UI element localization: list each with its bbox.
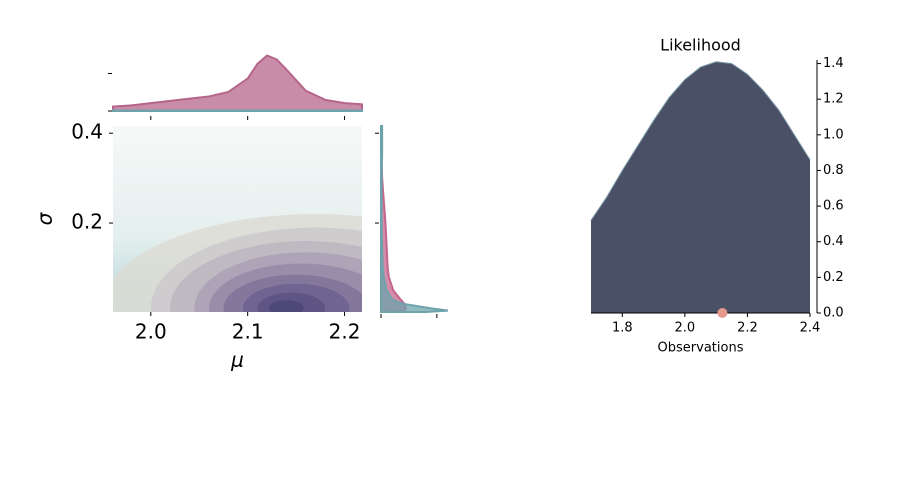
x-axis-label: μ (230, 348, 244, 372)
y-tick-label: 0.4 (71, 120, 103, 144)
x-axis-label: Observations (658, 341, 744, 356)
x-tick-label: 1.8 (612, 321, 633, 336)
y-tick-label: 1.4 (823, 56, 844, 71)
y-tick-label: 1.0 (823, 127, 844, 142)
chart-title: Likelihood (660, 36, 741, 55)
observation (717, 308, 728, 318)
y-axis-label: σ (33, 211, 57, 225)
y-tick-label: 0.6 (823, 199, 844, 214)
y-tick-label: 0.2 (823, 270, 844, 285)
contour-layer (113, 214, 362, 312)
x-tick-label: 2.0 (135, 320, 167, 344)
x-tick-label: 2.2 (329, 320, 361, 344)
likelihood-area (591, 61, 810, 313)
y-tick-label: 0.8 (823, 163, 844, 178)
y-tick-label: 0.0 (823, 306, 844, 321)
y-tick-label: 0.2 (71, 210, 103, 234)
x-tick-label: 2.1 (232, 320, 264, 344)
x-tick-label: 2.2 (737, 321, 758, 336)
x-tick-label: 2.4 (800, 321, 821, 336)
y-tick-label: 0.4 (823, 234, 844, 249)
x-tick-label: 2.0 (675, 321, 696, 336)
y-tick-label: 1.2 (823, 92, 844, 107)
likelihood-line (590, 61, 811, 221)
density-area (380, 125, 449, 313)
density-area (112, 54, 363, 112)
contour-level (268, 300, 304, 312)
density-area (112, 109, 363, 112)
